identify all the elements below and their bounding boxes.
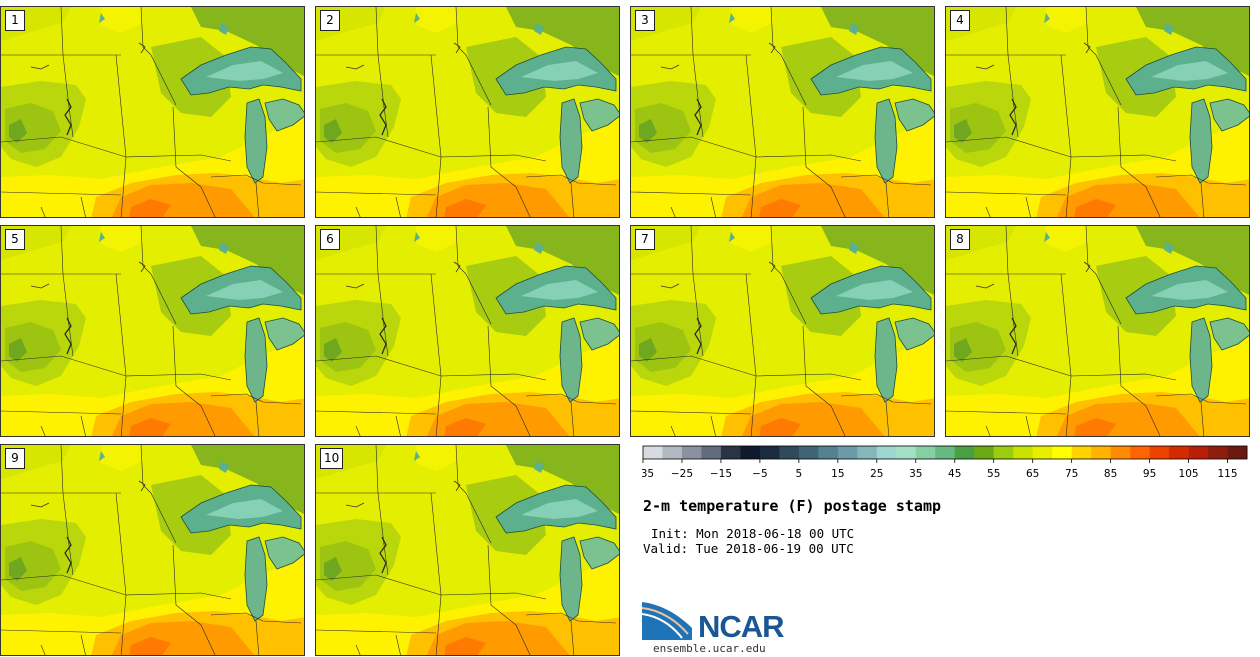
colorbar-swatch bbox=[1227, 446, 1248, 459]
colorbar-tick-label: −5 bbox=[752, 468, 767, 480]
forecast-panel-9: 9 bbox=[0, 444, 305, 656]
colorbar-swatch bbox=[1032, 446, 1053, 459]
panel-number: 1 bbox=[5, 10, 25, 31]
forecast-panel-2: 2 bbox=[315, 6, 620, 218]
colorbar-tick-label: 55 bbox=[987, 468, 1000, 480]
temperature-map bbox=[316, 445, 619, 655]
colorbar-swatch bbox=[993, 446, 1014, 459]
panel-number: 6 bbox=[320, 229, 340, 250]
valid-time: Valid: Tue 2018-06-19 00 UTC bbox=[643, 541, 854, 556]
panel-number: 9 bbox=[5, 448, 25, 469]
colorbar-swatch bbox=[974, 446, 995, 459]
temperature-map bbox=[631, 226, 934, 436]
colorbar-tick-label: 95 bbox=[1143, 468, 1156, 480]
forecast-panel-5: 5 bbox=[0, 225, 305, 437]
colorbar-swatch bbox=[740, 446, 761, 459]
temperature-map bbox=[1, 7, 304, 217]
colorbar-swatch bbox=[818, 446, 839, 459]
colorbar-swatch bbox=[759, 446, 780, 459]
colorbar-swatch bbox=[1071, 446, 1092, 459]
panel-number: 5 bbox=[5, 229, 25, 250]
colorbar-swatch bbox=[837, 446, 858, 459]
temperature-map bbox=[316, 7, 619, 217]
colorbar-tick-label: 65 bbox=[1026, 468, 1039, 480]
temperature-map bbox=[1, 226, 304, 436]
colorbar-swatch bbox=[876, 446, 897, 459]
forecast-panel-4: 4 bbox=[945, 6, 1250, 218]
forecast-panel-8: 8 bbox=[945, 225, 1250, 437]
chart-title: 2-m temperature (F) postage stamp bbox=[643, 497, 942, 515]
colorbar-tick-label: 15 bbox=[831, 468, 844, 480]
colorbar-swatch bbox=[720, 446, 741, 459]
forecast-panel-10: 10 bbox=[315, 444, 620, 656]
colorbar-tick-label: 5 bbox=[796, 468, 803, 480]
temperature-map bbox=[631, 7, 934, 217]
forecast-panel-3: 3 bbox=[630, 6, 935, 218]
colorbar-swatch bbox=[915, 446, 936, 459]
colorbar-tick-label: 45 bbox=[948, 468, 961, 480]
colorbar-swatch bbox=[1188, 446, 1209, 459]
temperature-colorbar: −35 −25 −15 −5 5 15 25 35 45 55 65 75 85 95 105 115 bbox=[642, 445, 1248, 480]
colorbar-tick-label: −15 bbox=[710, 468, 732, 480]
colorbar-swatch bbox=[798, 446, 819, 459]
colorbar-tick-label: 25 bbox=[870, 468, 883, 480]
colorbar-swatch bbox=[1013, 446, 1033, 459]
colorbar-tick-label: 105 bbox=[1179, 468, 1199, 480]
temperature-map bbox=[946, 226, 1249, 436]
panel-number: 3 bbox=[635, 10, 655, 31]
panel-number: 2 bbox=[320, 10, 340, 31]
colorbar-swatch bbox=[779, 446, 800, 459]
source-url: ensemble.ucar.edu bbox=[653, 642, 766, 655]
colorbar-swatch bbox=[681, 446, 702, 459]
colorbar-tick-label: −35 bbox=[642, 468, 654, 480]
colorbar-swatch bbox=[643, 446, 663, 459]
colorbar-swatch bbox=[1052, 446, 1072, 459]
colorbar-swatch bbox=[857, 446, 878, 459]
colorbar-swatch bbox=[935, 446, 956, 459]
colorbar-swatch bbox=[662, 446, 683, 459]
colorbar-swatch bbox=[1149, 446, 1170, 459]
temperature-map bbox=[316, 226, 619, 436]
colorbar-swatch bbox=[1169, 446, 1189, 459]
forecast-panel-7: 7 bbox=[630, 225, 935, 437]
panel-number: 8 bbox=[950, 229, 970, 250]
colorbar-tick-label: 35 bbox=[909, 468, 922, 480]
colorbar-tick-label: 75 bbox=[1065, 468, 1078, 480]
init-time: Init: Mon 2018-06-18 00 UTC bbox=[651, 526, 855, 541]
colorbar-border bbox=[642, 445, 1248, 460]
colorbar-swatch bbox=[1110, 446, 1131, 459]
panel-number: 4 bbox=[950, 10, 970, 31]
colorbar-swatch bbox=[1130, 446, 1150, 459]
ncar-logo-text: NCAR bbox=[698, 609, 785, 644]
panel-number: 7 bbox=[635, 229, 655, 250]
colorbar-tick-label: −25 bbox=[671, 468, 693, 480]
temperature-map bbox=[946, 7, 1249, 217]
temperature-map bbox=[1, 445, 304, 655]
colorbar-tick-label: 115 bbox=[1217, 468, 1237, 480]
colorbar-swatch bbox=[701, 446, 722, 459]
ncar-logo-icon bbox=[642, 602, 692, 640]
colorbar-swatch bbox=[954, 446, 975, 459]
forecast-panel-6: 6 bbox=[315, 225, 620, 437]
forecast-panel-1: 1 bbox=[0, 6, 305, 218]
colorbar-swatch bbox=[896, 446, 917, 459]
colorbar-swatch bbox=[1091, 446, 1111, 459]
colorbar-tick-label: 85 bbox=[1104, 468, 1117, 480]
colorbar-swatch bbox=[1208, 446, 1228, 459]
panel-number: 10 bbox=[320, 448, 344, 469]
